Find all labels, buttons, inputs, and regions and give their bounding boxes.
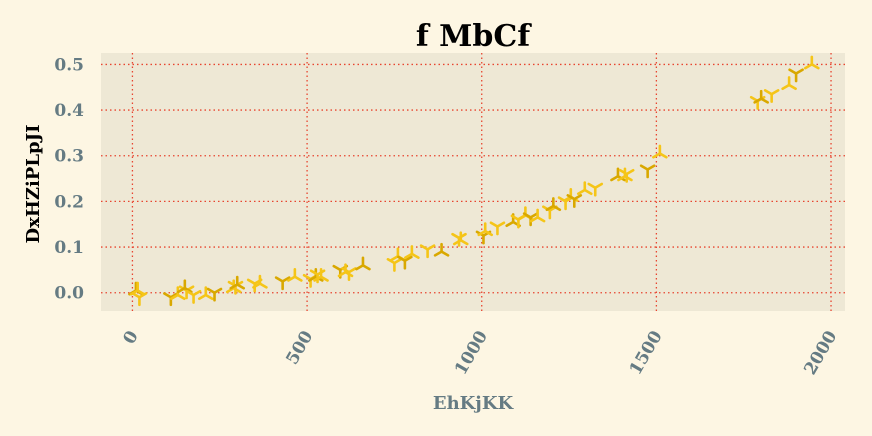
data-point <box>404 245 420 259</box>
data-point <box>652 144 668 159</box>
data-point <box>355 256 371 271</box>
y-tick-label: 0.1 <box>54 238 84 258</box>
data-point <box>576 181 593 196</box>
data-point <box>529 208 546 223</box>
y-tick-label: 0.4 <box>54 101 84 121</box>
data-point <box>452 231 469 246</box>
data-point <box>763 89 780 103</box>
plot-area <box>101 53 845 311</box>
data-point <box>274 276 291 291</box>
x-axis-label: EhKjKK <box>433 393 515 414</box>
data-point <box>229 275 246 290</box>
data-point <box>639 164 656 179</box>
data-point <box>397 255 413 270</box>
y-tick-label: 0.3 <box>54 147 84 167</box>
data-point <box>489 221 506 236</box>
y-axis-label: DxHZiPLpJI <box>23 124 44 243</box>
data-point <box>545 197 562 212</box>
data-point <box>566 194 583 208</box>
y-tick-label: 0.2 <box>54 192 84 212</box>
data-point <box>185 289 202 304</box>
chart-title: f MbCf <box>416 19 532 54</box>
data-point <box>804 55 820 70</box>
data-points <box>128 55 820 307</box>
data-point <box>477 222 494 237</box>
data-point <box>313 267 329 282</box>
data-point <box>129 281 146 296</box>
y-tick-labels: 0.0 0.1 0.2 0.3 0.4 0.5 <box>54 55 84 303</box>
data-point <box>206 287 223 302</box>
data-point <box>617 167 633 182</box>
data-point <box>341 267 357 281</box>
data-point <box>419 244 436 259</box>
data-point <box>587 182 604 197</box>
data-point <box>433 242 450 257</box>
data-point <box>781 76 797 91</box>
data-point <box>252 274 268 289</box>
y-tick-label: 0.0 <box>54 284 84 304</box>
y-tick-label: 0.5 <box>54 55 84 75</box>
data-point <box>753 89 769 104</box>
data-point <box>197 286 214 301</box>
data-point <box>287 267 303 282</box>
data-point <box>177 279 193 294</box>
data-point <box>788 68 804 83</box>
